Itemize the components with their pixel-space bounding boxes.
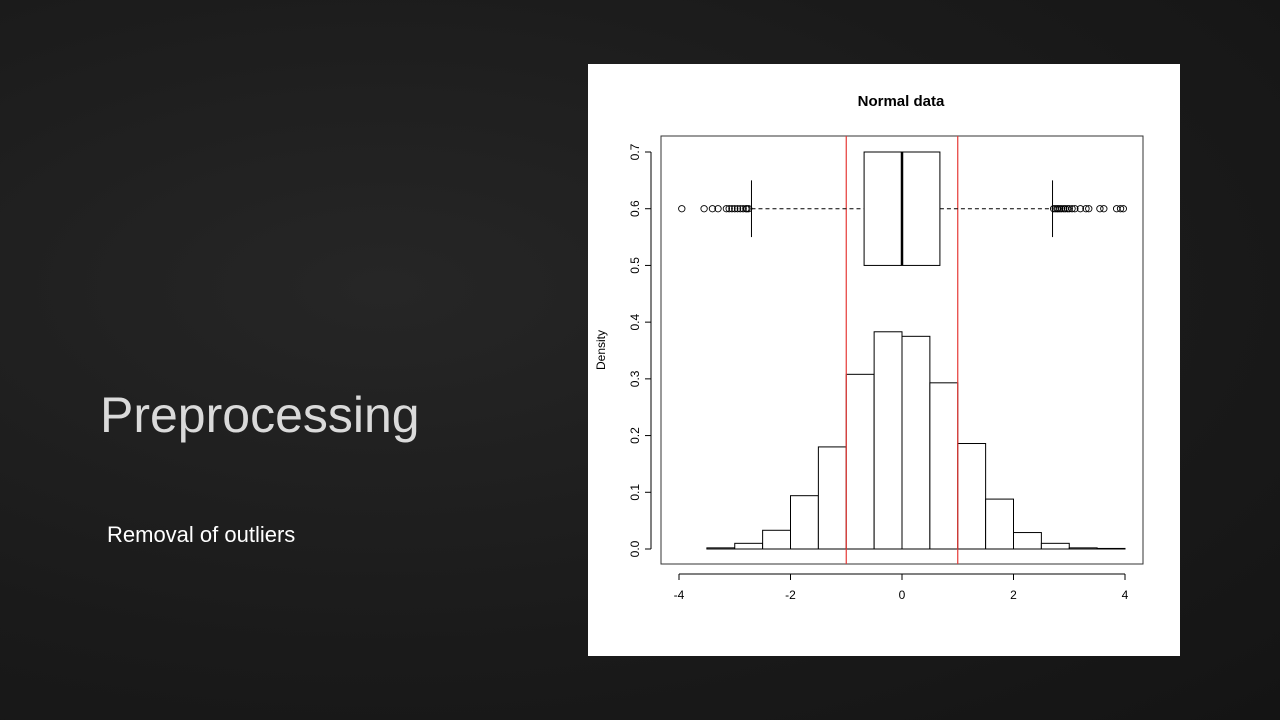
y-tick-label: 0.3 — [628, 370, 642, 387]
reference-lines — [845, 136, 959, 564]
chart-figure: Normal data Density -4 -2 0 2 4 0.0 0.1 0.2 0.3… — [588, 64, 1180, 656]
normal-data-chart: Normal data Density -4 -2 0 2 4 0.0 0.1 0.2 0.3… — [594, 93, 1144, 602]
histogram-bar — [901, 335, 931, 550]
histogram-bar — [1096, 547, 1126, 550]
outlier-point — [725, 205, 733, 213]
x-tick-label: 2 — [1010, 588, 1017, 602]
y-axis-label: Density — [594, 330, 608, 370]
outlier-point — [714, 205, 722, 213]
x-tick-label: -4 — [674, 588, 685, 602]
outlier-point — [731, 205, 739, 213]
outlier-point — [733, 205, 742, 213]
histogram — [706, 331, 1126, 550]
outlier-point — [1068, 205, 1076, 213]
outlier-point — [1082, 205, 1090, 213]
outlier-point — [1100, 205, 1108, 213]
histogram-bar — [845, 373, 875, 550]
outlier-point — [722, 205, 731, 213]
x-tick-label: 0 — [899, 588, 906, 602]
y-axis: 0.0 0.1 0.2 0.3 0.4 0.5 0.6 0.7 — [628, 143, 652, 557]
y-tick-label: 0.5 — [628, 257, 642, 274]
outlier-point — [728, 205, 736, 213]
histogram-bar — [929, 382, 959, 550]
y-tick-label: 0.4 — [628, 313, 642, 330]
x-tick-label: 4 — [1122, 588, 1129, 602]
histogram-bar — [873, 331, 903, 550]
histogram-bar — [1040, 542, 1070, 550]
histogram-bar — [762, 529, 791, 550]
outlier-point — [745, 205, 753, 213]
outlier-point — [708, 205, 717, 213]
outlier-point — [1085, 205, 1093, 213]
y-tick-label: 0.6 — [628, 200, 642, 217]
histogram-bar — [706, 547, 736, 550]
histogram-bar — [957, 443, 987, 550]
histogram-bar — [817, 446, 847, 550]
x-tick-label: -2 — [785, 588, 796, 602]
chart-title: Normal data — [858, 93, 945, 110]
histogram-bar — [734, 542, 764, 550]
boxplot — [678, 151, 1127, 266]
x-axis: -4 -2 0 2 4 — [674, 573, 1129, 602]
histogram-bar — [790, 495, 819, 550]
histogram-bar — [985, 498, 1014, 550]
slide-subtitle: Removal of outliers — [107, 522, 296, 547]
outlier-point — [678, 205, 686, 213]
slide-title: Preprocessing — [100, 387, 420, 443]
outlier-point — [1116, 205, 1125, 213]
histogram-bar — [1068, 547, 1098, 550]
outlier-point — [1065, 205, 1073, 213]
outlier-point — [1076, 205, 1085, 213]
y-tick-label: 0.7 — [628, 143, 642, 160]
outlier-point — [1071, 205, 1079, 213]
outlier-point — [700, 205, 708, 213]
y-tick-label: 0.0 — [628, 540, 642, 557]
outlier-point — [739, 205, 747, 213]
outlier-point — [1119, 205, 1127, 213]
y-tick-label: 0.2 — [628, 427, 642, 444]
outlier-point — [1096, 205, 1104, 213]
plot-frame — [660, 135, 1144, 565]
y-tick-label: 0.1 — [628, 484, 642, 501]
histogram-bar — [1013, 532, 1042, 550]
